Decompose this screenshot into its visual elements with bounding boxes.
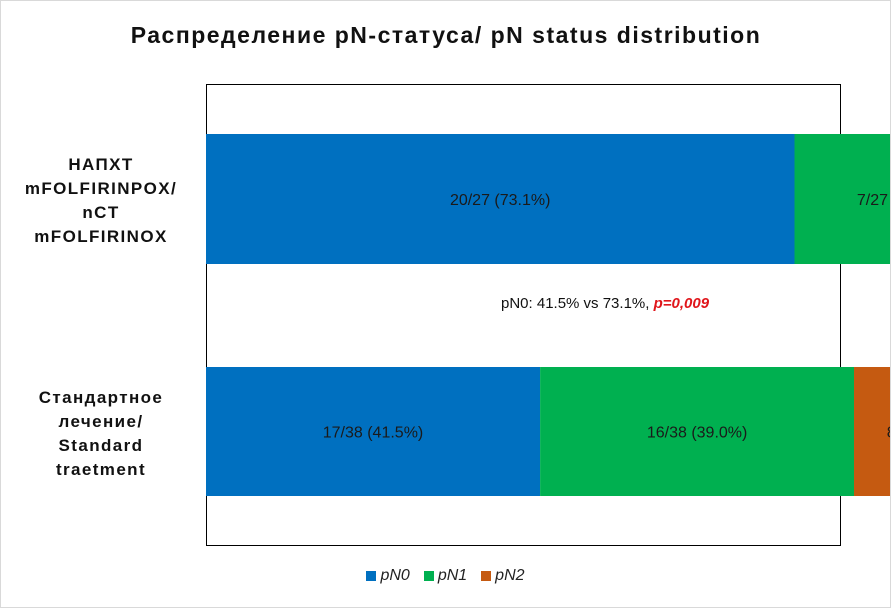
annotation-text: pN0: 41.5% vs 73.1%, [501,295,654,312]
category-label-line: Standard [58,436,144,455]
category-label-standard: Стандартное лечение/Standard traetment [1,386,201,482]
category-label-line: nCT [82,203,120,222]
legend-label-pn0: pN0 [380,567,410,584]
legend-swatch-pn2 [481,571,492,581]
data-label-pn0-cat1: 17/38 (41.5%) [323,425,424,442]
legend-item-pn0: pN0 [366,567,410,585]
data-label-pn1-cat0: 7/27 (26.9%) [857,192,890,209]
chart-title: Распределение pN-статуса/ pN status dist… [130,22,762,48]
category-label-line: mFOLFIRINOX [34,227,168,246]
category-label-line: traetment [55,460,147,479]
data-label-pn0-cat0: 20/27 (73.1%) [450,192,551,209]
legend-label-pn1: pN1 [437,567,468,584]
data-label-pn1-cat1: 16/38 (39.0%) [647,425,748,442]
legend: pN0 pN1 pN2 [1,567,890,585]
legend-swatch-pn1 [423,571,434,581]
legend-swatch-pn0 [366,571,377,581]
category-label-line: НАПХТ [68,155,134,174]
bar-pn2-cat1 [854,367,890,496]
category-label-line: лечение/ [58,412,144,431]
category-label-napkht: НАПХТ mFOLFIRINPOX/nCT mFOLFIRINOX [1,153,201,249]
category-label-line: Стандартное [38,388,164,407]
legend-item-pn1: pN1 [423,567,468,585]
annotation-pvalue: p=0,009 [653,295,710,312]
data-label-pn2-cat1: 8/38 (19.5%) [887,425,890,442]
category-label-line: mFOLFIRINPOX/ [24,179,178,198]
legend-item-pn2: pN2 [481,567,525,585]
bar-pn0-cat1 [206,367,541,496]
bar-pn0-cat0 [206,134,795,264]
plot-area [206,84,841,546]
legend-label-pn2: pN2 [495,567,525,584]
pvalue-annotation: pN0: 41.5% vs 73.1%, p=0,009 [501,295,709,312]
bar-pn1-cat0 [794,134,890,264]
bar-pn1-cat1 [540,367,855,496]
